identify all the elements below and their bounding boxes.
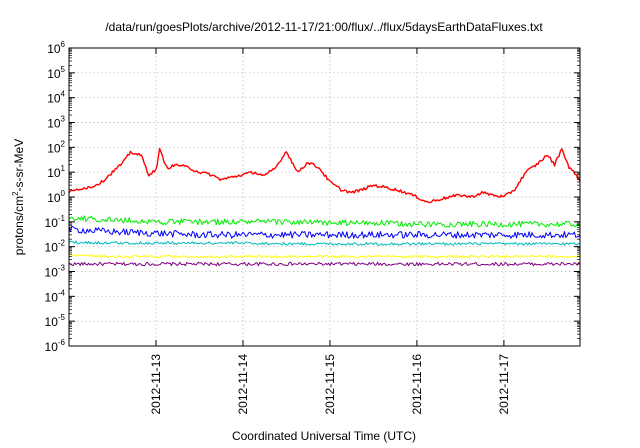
- x-axis-label: Coordinated Universal Time (UTC): [232, 429, 416, 443]
- series-line: [68, 225, 581, 239]
- y-tick-label-base: 10: [45, 266, 59, 280]
- y-tick-label-base: 10: [47, 67, 61, 81]
- y-tick-label: 101: [47, 164, 65, 180]
- y-tick-label-exponent: 5: [61, 65, 66, 74]
- y-tick-label-base: 10: [47, 191, 61, 205]
- y-tick-label-exponent: 1: [61, 164, 66, 173]
- y-tick-label-exponent: -1: [58, 214, 66, 223]
- x-tick-label: 2012-11-16: [410, 354, 424, 415]
- x-tick-labels: 2012-11-13 2012-11-14 2012-11-15 2012-11-16…: [149, 354, 511, 415]
- y-tick-label: 10-4: [45, 288, 66, 304]
- data-series: [68, 147, 581, 267]
- y-tick-label-exponent: -2: [58, 239, 66, 248]
- y-axis-label-rest: -s-sr-MeV: [12, 139, 26, 192]
- series-line: [68, 147, 581, 204]
- x-tick-label: 2012-11-14: [236, 354, 250, 415]
- y-axis-label: protons/cm2-s-sr-MeV: [11, 139, 26, 255]
- y-tick-label-base: 10: [45, 241, 59, 255]
- y-axis-label-superscript: 2: [11, 191, 20, 196]
- y-tick-label-exponent: 3: [61, 115, 66, 124]
- y-tick-label: 10-3: [45, 264, 66, 280]
- y-tick-label-base: 10: [47, 141, 61, 155]
- y-tick-label: 103: [47, 115, 65, 131]
- y-tick-label: 105: [47, 65, 65, 81]
- y-tick-label: 104: [47, 90, 65, 106]
- y-tick-labels: 10-610-510-410-310-210-11001011021031041…: [45, 40, 66, 354]
- y-tick-label: 100: [47, 189, 65, 205]
- series-line: [68, 215, 581, 228]
- series-line: [68, 261, 581, 267]
- y-tick-label-exponent: -4: [58, 288, 66, 297]
- series-line: [68, 240, 581, 246]
- y-tick-label-exponent: 2: [61, 139, 66, 148]
- y-tick-label: 106: [47, 40, 65, 56]
- y-tick-label-exponent: -6: [58, 338, 66, 347]
- y-tick-label-exponent: 4: [61, 90, 66, 99]
- y-tick-label-base: 10: [47, 92, 61, 106]
- x-tick-label: 2012-11-15: [323, 354, 337, 415]
- y-tick-label-base: 10: [45, 290, 59, 304]
- y-tick-label-base: 10: [45, 340, 59, 354]
- chart-title: /data/run/goesPlots/archive/2012-11-17/2…: [105, 20, 543, 34]
- y-tick-label: 102: [47, 139, 65, 155]
- y-tick-label: 10-2: [45, 239, 66, 255]
- y-tick-label-base: 10: [45, 315, 59, 329]
- y-tick-label-exponent: -3: [58, 264, 66, 273]
- y-tick-label-base: 10: [47, 42, 61, 56]
- y-tick-label-exponent: -5: [58, 313, 66, 322]
- y-tick-label-base: 10: [45, 216, 59, 230]
- y-tick-label-base: 10: [47, 166, 61, 180]
- y-tick-label: 10-6: [45, 338, 66, 354]
- y-tick-label-base: 10: [47, 117, 61, 131]
- y-axis-label-base: protons/cm: [12, 196, 26, 255]
- y-tick-label: 10-5: [45, 313, 66, 329]
- x-tick-label: 2012-11-17: [497, 354, 511, 415]
- y-tick-label-exponent: 6: [61, 40, 66, 49]
- axis-ticks: [69, 47, 580, 347]
- y-tick-label-exponent: 0: [61, 189, 66, 198]
- series-line: [69, 253, 581, 259]
- x-tick-label: 2012-11-13: [149, 354, 163, 415]
- y-tick-label: 10-1: [45, 214, 66, 230]
